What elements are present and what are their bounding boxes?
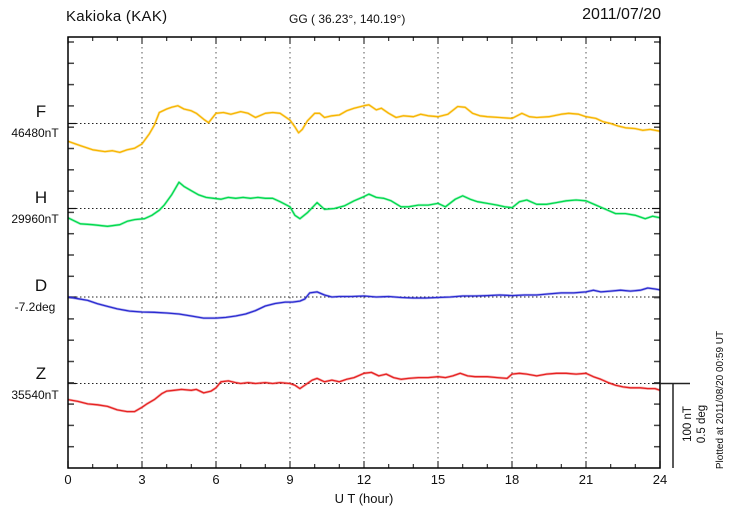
x-tick-21: 21 bbox=[578, 472, 594, 487]
plot-frame bbox=[67, 36, 661, 469]
station-coordinates: GG ( 36.23°, 140.19°) bbox=[289, 12, 406, 26]
channel-baseline-D: -7.2deg bbox=[14, 300, 56, 314]
channel-label-H: H bbox=[34, 188, 48, 207]
channel-baseline-Z: 35540nT bbox=[11, 388, 59, 402]
plotted-at-note: Plotted at 2011/08/20 00:59 UT bbox=[715, 330, 726, 470]
x-tick-12: 12 bbox=[356, 472, 372, 487]
scale-bar-label: 100 nT 0.5 deg bbox=[681, 398, 711, 450]
trace-shadow-F bbox=[67, 103, 661, 154]
trace-D bbox=[67, 287, 661, 319]
channel-baseline-F: 46480nT bbox=[11, 126, 59, 140]
channel-label-D: D bbox=[34, 276, 48, 295]
trace-shadow-H bbox=[67, 180, 661, 228]
trace-Z bbox=[67, 371, 661, 413]
station-title: Kakioka (KAK) bbox=[66, 8, 168, 25]
trace-H bbox=[67, 181, 661, 227]
x-tick-9: 9 bbox=[286, 472, 294, 487]
x-tick-24: 24 bbox=[652, 472, 668, 487]
x-tick-18: 18 bbox=[504, 472, 520, 487]
scale-bar-nt-label: 100 nT bbox=[682, 406, 694, 442]
observation-date: 2011/07/20 bbox=[582, 6, 661, 23]
channel-label-F: F bbox=[35, 102, 47, 121]
x-tick-6: 6 bbox=[212, 472, 220, 487]
scale-bar-deg-label: 0.5 deg bbox=[696, 404, 708, 444]
x-tick-3: 3 bbox=[138, 472, 146, 487]
x-tick-0: 0 bbox=[64, 472, 72, 487]
trace-F bbox=[67, 104, 661, 154]
channel-baseline-H: 29960nT bbox=[11, 212, 59, 226]
x-tick-15: 15 bbox=[430, 472, 446, 487]
x-axis-title: U T (hour) bbox=[334, 491, 394, 506]
channel-label-Z: Z bbox=[35, 364, 47, 383]
